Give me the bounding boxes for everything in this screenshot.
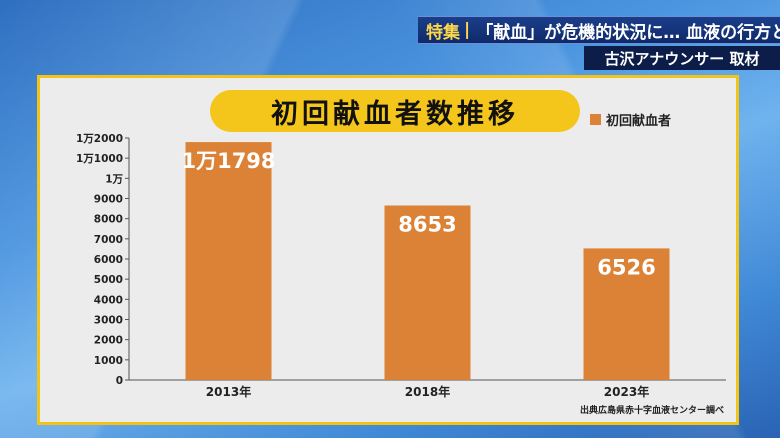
y-tick-label: 8000 [94,214,123,226]
y-tick-label: 3000 [94,315,123,327]
y-tick-label: 1万 [105,173,123,185]
legend-label: 初回献血者 [606,114,672,129]
y-tick-label: 2000 [94,335,123,347]
bar [384,205,471,380]
legend-swatch [590,114,601,125]
chart-panel: 初回献血者数推移 初回献血者 0 1000 2000 3000 4000 5000 6000… [37,75,739,425]
y-tick-label: 7000 [94,234,123,246]
bar-data-label: 8653 [398,212,456,236]
chart-legend: 初回献血者 [590,110,671,129]
chart-title: 初回献血者数推移 [210,90,580,132]
telop-separator: | [464,20,471,40]
telop-headline: 「献血」が危機的状況に… 血液の行方とは [476,22,780,43]
bar-data-label: 1万1798 [181,149,275,173]
headline-telop: 特集 | 「献血」が危機的状況に… 血液の行方とは [418,16,780,44]
y-tick-label: 4000 [94,294,123,306]
telop-tag: 特集 [426,22,460,43]
y-tick-label: 1000 [94,355,123,367]
y-tick-label: 6000 [94,254,123,266]
bar [185,142,272,380]
y-tick-label: 1万2000 [76,133,123,145]
bar [583,248,670,380]
reporter-telop: 古沢アナウンサー 取材 [584,46,780,70]
y-tick-label: 9000 [94,194,123,206]
x-tick-label: 2023年 [604,384,649,399]
x-tick-label: 2013年 [206,384,251,399]
y-tick-label: 0 [116,375,123,387]
y-tick-label: 5000 [94,274,123,286]
bar-data-label: 6526 [597,255,655,279]
y-tick-label: 1万1000 [76,153,123,165]
bar-chart: 01000200030004000500060007000800090001万1… [76,133,726,399]
source-note: 出典広島県赤十字血液センター調べ [579,406,724,416]
x-tick-label: 2018年 [405,384,450,399]
